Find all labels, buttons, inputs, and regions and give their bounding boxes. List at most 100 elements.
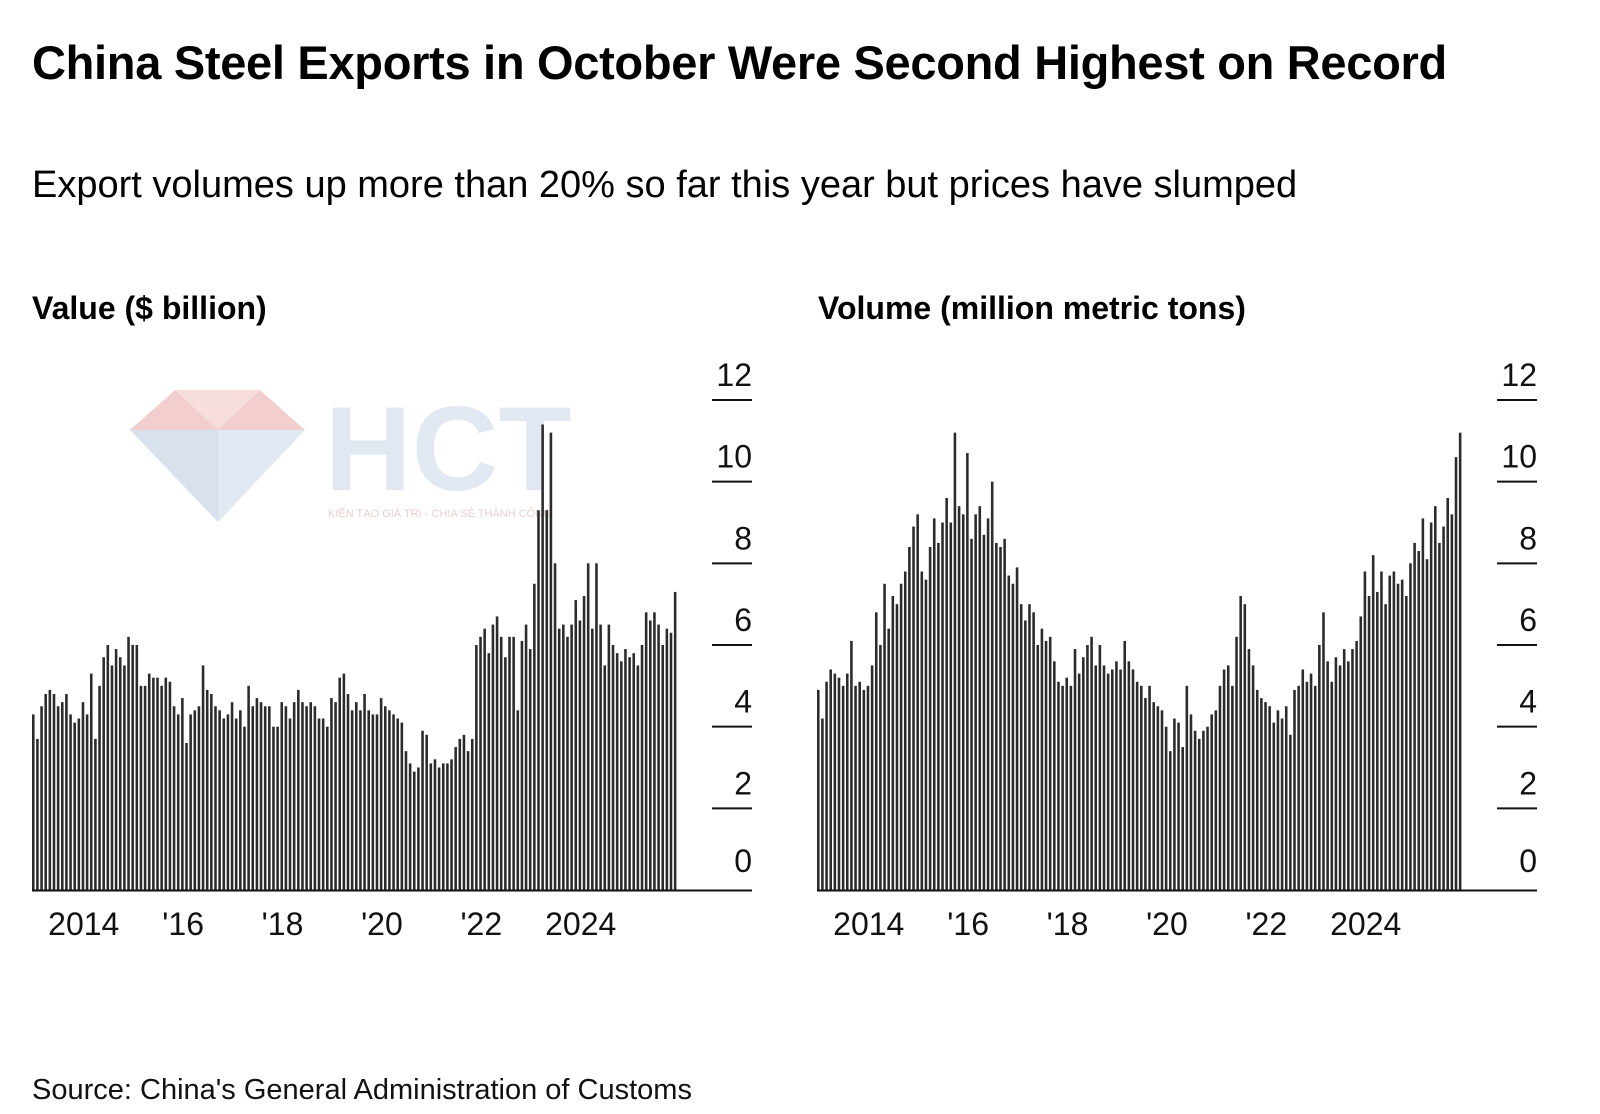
bar-2013-m26 (135, 645, 139, 890)
bar-2013-m140 (1392, 571, 1396, 890)
bar-2013-m65 (1082, 657, 1085, 890)
bar-2013-m134 (582, 596, 586, 890)
bar-2013-m2 (36, 738, 39, 890)
bar-2013-m135 (1371, 555, 1375, 890)
bar-2013-m109 (1264, 702, 1267, 890)
x-tick-label: '22 (1245, 906, 1287, 942)
bar-2013-m61 (280, 702, 284, 890)
bar-2013-m18 (102, 657, 105, 890)
x-tick-label: 2014 (833, 906, 904, 942)
watermark-brand-text: HCT (325, 390, 572, 516)
bar-2013-m151 (1438, 542, 1441, 890)
bar-2013-m81 (363, 694, 366, 890)
bar-2013-m109 (479, 636, 482, 890)
bar-2013-m78 (350, 710, 354, 890)
bar-2013-m120 (524, 624, 528, 890)
bar-2013-m51 (1024, 620, 1027, 890)
bar-2013-m100 (1226, 665, 1230, 890)
bar-2013-m50 (1019, 604, 1023, 890)
bar-2013-m114 (499, 636, 503, 890)
bar-2013-m121 (1313, 685, 1317, 890)
bar-2013-m62 (284, 706, 288, 890)
bar-2013-m19 (106, 645, 110, 890)
bar-2013-m117 (1297, 685, 1300, 890)
bar-2013-m39 (974, 514, 977, 890)
bar-2013-m48 (1011, 583, 1015, 890)
bar-2013-m25 (916, 514, 919, 890)
bar-2013-m144 (1409, 563, 1412, 890)
bar-2013-m11 (73, 722, 76, 890)
value-bar-chart: 0 2 4 6 8 10 12 2014 '16 '18 '20 '22 2024 (32, 357, 752, 942)
bar-2013-m42 (201, 665, 205, 890)
bar-2013-m23 (908, 547, 911, 890)
bar-2013-m8 (60, 702, 64, 890)
bar-2013-m133 (1363, 571, 1367, 890)
bar-2013-m143 (1405, 596, 1408, 890)
x-tick-label: '18 (1047, 906, 1089, 942)
bar-2013-m35 (957, 506, 961, 890)
bar-2013-m12 (862, 689, 866, 890)
bar-2013-m15 (874, 612, 878, 890)
bar-2013-m33 (949, 522, 953, 890)
bar-2013-m155 (1454, 457, 1458, 890)
bar-2013-m64 (292, 702, 296, 890)
y-tick-label: 10 (716, 439, 752, 475)
bar-2013-m10 (854, 685, 857, 890)
bar-2013-m34 (168, 681, 172, 890)
bar-2013-m69 (313, 706, 317, 890)
bar-2013-m128 (557, 628, 561, 890)
bar-2013-m112 (491, 624, 495, 890)
y-tick-label: 8 (734, 520, 752, 556)
bar-2013-m67 (305, 706, 308, 890)
bar-2013-m72 (326, 726, 329, 890)
bar-2013-m78 (1135, 681, 1139, 890)
bar-2013-m86 (1168, 751, 1172, 890)
bar-2013-m126 (1334, 657, 1338, 890)
bar-2013-m106 (466, 751, 470, 890)
bar-2013-m6 (837, 677, 841, 890)
y-tick-label: 6 (1519, 602, 1537, 638)
bar-2013-m26 (920, 571, 924, 890)
bar-2013-m116 (508, 636, 511, 890)
bar-2013-m130 (566, 636, 569, 890)
y-tick-label: 12 (1501, 357, 1537, 393)
bar-2013-m79 (355, 702, 358, 890)
bar-2013-m108 (475, 645, 478, 890)
bar-2013-m68 (1094, 665, 1098, 890)
bar-2013-m146 (632, 653, 636, 890)
bar-2013-m131 (1355, 640, 1358, 890)
x-tick-label: '18 (262, 906, 304, 942)
chart-title: China Steel Exports in October Were Seco… (32, 36, 1447, 89)
bar-2013-m80 (1144, 698, 1147, 890)
bar-2013-m54 (251, 706, 255, 890)
bar-2013-m107 (470, 738, 474, 890)
bar-2013-m52 (1028, 604, 1031, 890)
bar-2013-m59 (272, 726, 275, 890)
bar-2013-m37 (181, 698, 184, 890)
bar-2013-m36 (961, 514, 965, 890)
bar-2013-m150 (649, 620, 652, 890)
bar-2013-m118 (1301, 669, 1305, 890)
bar-2013-m10 (69, 714, 72, 890)
bar-2013-m132 (1359, 616, 1363, 890)
bar-2013-m133 (578, 620, 582, 890)
bar-2013-m55 (1040, 628, 1044, 890)
bar-2013-m29 (932, 518, 936, 890)
bar-2013-m137 (1380, 571, 1383, 890)
bar-2013-m61 (1065, 677, 1069, 890)
bar-2013-m82 (367, 710, 370, 890)
bar-2013-m41 (197, 706, 201, 890)
bar-2013-m152 (1442, 526, 1445, 890)
bar-2013-m140 (607, 624, 611, 890)
bar-2013-m84 (375, 714, 379, 890)
bar-2013-m21 (114, 649, 118, 890)
bar-2013-m87 (388, 710, 391, 890)
bar-2013-m79 (1140, 685, 1143, 890)
bar-2013-m77 (346, 694, 350, 890)
y-tick-label: 4 (1519, 684, 1537, 720)
bar-2013-m58 (268, 706, 271, 890)
bar-2013-m16 (94, 738, 97, 890)
source-note: Source: China's General Administration o… (32, 1074, 692, 1106)
bar-2013-m112 (1276, 710, 1280, 890)
bar-2013-m110 (1268, 706, 1271, 890)
